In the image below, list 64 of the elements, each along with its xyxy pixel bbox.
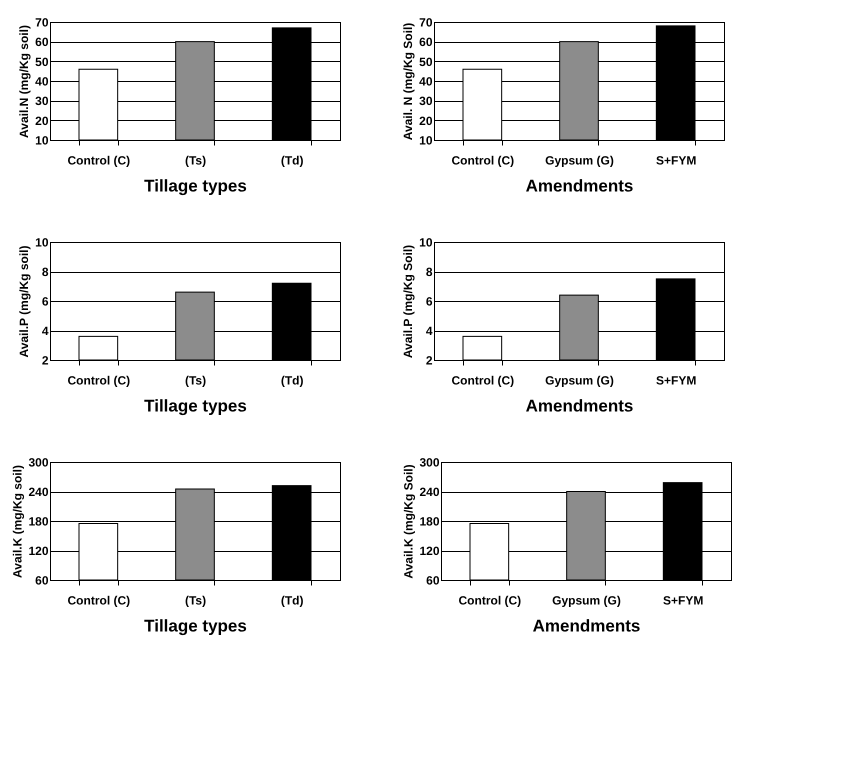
x-axis-title: Tillage types — [144, 396, 247, 416]
y-axis-title: Avail.K (mg/Kg soil) — [10, 465, 24, 578]
x-tick-label: Control (C) — [458, 594, 522, 608]
y-tick-label: 60 — [419, 35, 433, 50]
y-tick-label: 40 — [35, 74, 49, 88]
x-tick-label: S+FYM — [656, 374, 696, 388]
x-tick-label: Gypsum (G) — [545, 154, 614, 168]
y-axis-title: Avail.K (mg/Kg Soil) — [401, 464, 416, 579]
y-tick-label: 40 — [419, 74, 433, 88]
y-axis-title: Avail.N (mg/Kg soil) — [17, 25, 32, 138]
x-tick-label: (Ts) — [184, 154, 206, 168]
x-axis-title: Tillage types — [144, 616, 247, 636]
x-tick-label: S+FYM — [656, 154, 696, 168]
y-tick-label: 60 — [426, 574, 440, 588]
y-tick-label: 30 — [35, 94, 49, 108]
x-axis-title: Amendments — [526, 396, 634, 416]
x-tick-label: Gypsum (G) — [545, 374, 614, 388]
y-axis-title: Avail. N (mg/Kg Soil) — [401, 22, 416, 140]
y-tick-label: 6 — [426, 294, 433, 308]
y-axis-title: Avail.P (mg/Kg Soil) — [401, 244, 416, 358]
y-tick-label: 8 — [426, 265, 433, 279]
y-tick-label: 50 — [35, 54, 49, 69]
y-tick-label: 60 — [35, 574, 49, 588]
y-tick-label: 30 — [419, 94, 433, 108]
y-tick-label: 4 — [42, 324, 49, 338]
y-tick-label: 2 — [426, 354, 433, 368]
y-tick-label: 2 — [42, 354, 49, 368]
x-tick-label: Control (C) — [452, 154, 514, 168]
y-tick-label: 10 — [419, 236, 433, 250]
y-tick-label: 60 — [35, 35, 49, 50]
y-tick-label: 240 — [419, 485, 440, 499]
x-tick-label: Control (C) — [452, 374, 514, 388]
y-tick-label: 10 — [35, 236, 49, 250]
x-tick-label: Gypsum (G) — [552, 594, 621, 608]
y-tick-label: 10 — [419, 134, 433, 148]
y-axis-title: Avail.P (mg/Kg soil) — [17, 245, 32, 358]
y-tick-label: 240 — [28, 485, 49, 499]
x-axis-title: Tillage types — [144, 176, 247, 196]
x-tick-label: (Ts) — [184, 594, 206, 608]
y-tick-label: 20 — [35, 114, 49, 128]
y-tick-label: 70 — [419, 16, 433, 30]
y-tick-label: 4 — [426, 324, 433, 338]
x-tick-label: Control (C) — [68, 154, 130, 168]
y-tick-label: 20 — [419, 114, 433, 128]
y-tick-label: 180 — [28, 514, 49, 528]
y-tick-label: 10 — [35, 134, 49, 148]
y-tick-label: 120 — [28, 544, 49, 558]
y-tick-label: 70 — [35, 16, 49, 30]
y-tick-label: 50 — [419, 54, 433, 69]
x-tick-label: (Td) — [280, 374, 304, 388]
x-tick-label: (Td) — [280, 594, 304, 608]
y-tick-label: 180 — [419, 514, 440, 528]
y-tick-label: 8 — [42, 265, 49, 279]
x-tick-label: S+FYM — [662, 594, 704, 608]
x-tick-label: (Td) — [280, 154, 304, 168]
x-tick-label: (Ts) — [184, 374, 206, 388]
x-axis-title: Amendments — [526, 176, 634, 196]
x-tick-label: Control (C) — [68, 374, 130, 388]
y-tick-label: 300 — [28, 456, 49, 470]
y-tick-label: 6 — [42, 294, 49, 308]
y-tick-label: 300 — [419, 456, 440, 470]
x-tick-label: Control (C) — [68, 594, 130, 608]
x-axis-title: Amendments — [532, 616, 640, 636]
y-tick-label: 120 — [419, 544, 440, 558]
